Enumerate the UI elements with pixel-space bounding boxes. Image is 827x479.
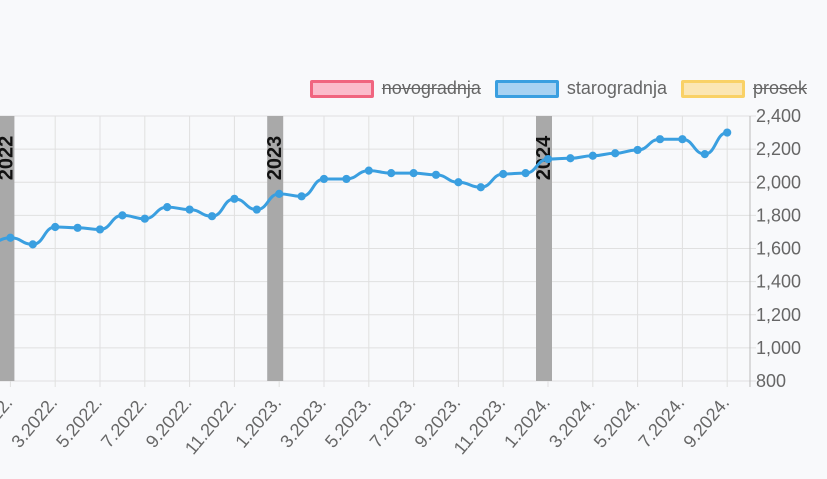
legend-swatch [494,79,559,98]
legend-swatch [680,79,745,98]
year-marker-label: 2024 [533,135,555,180]
legend: novogradnja starogradnja prosek [309,78,807,99]
legend-label: novogradnja [381,78,481,98]
legend-item-starogradnja[interactable]: starogradnja [494,78,667,99]
data-point[interactable] [723,128,732,137]
x-tick-label: 5.2023. [321,393,375,452]
y-tick-label: 1,400 [756,272,801,292]
x-tick-label: 5.2024. [590,393,644,452]
data-point[interactable] [140,214,149,223]
legend-item-novogradnja[interactable]: novogradnja [309,78,481,99]
y-tick-label: 1,200 [756,305,801,325]
x-tick-label: 1.2024. [500,393,554,452]
data-point[interactable] [342,174,351,184]
x-tick-label: 9.2024. [679,393,733,452]
data-point[interactable] [566,154,575,163]
data-point[interactable] [319,174,329,184]
y-tick-label: 1,800 [756,205,801,225]
data-point[interactable] [51,222,60,232]
data-point[interactable] [252,205,261,214]
series-line-starogradnja [0,131,728,246]
x-tick-label: 3.2023. [276,393,330,452]
y-tick-label: 2,200 [756,139,801,159]
data-point[interactable] [409,169,418,178]
y-tick-label: 800 [756,371,786,391]
y-axis: 2,400 2,200 2,000 1,800 1,600 1,400 1,200 1,000… [749,106,801,391]
series-layer [0,128,732,249]
data-point[interactable] [543,154,553,164]
x-tick-label: 1.2023. [231,393,285,452]
legend-item-prosek[interactable]: prosek [680,78,807,99]
data-point[interactable] [499,169,508,179]
data-point[interactable] [73,223,82,232]
data-point[interactable] [454,178,463,187]
data-point[interactable] [207,212,217,221]
x-tick-label: 7.2022. [97,393,151,452]
grid-lines [0,115,756,387]
data-point[interactable] [28,240,37,249]
data-point[interactable] [275,189,284,198]
data-point[interactable] [185,205,194,214]
data-point[interactable] [230,194,239,203]
y-tick-label: 1,000 [756,338,801,358]
data-point[interactable] [431,170,441,179]
data-point[interactable] [700,149,709,159]
x-tick-label: 7.2023. [366,393,420,452]
x-tick-label: 5.2022. [52,393,106,452]
x-tick-label: 3.2022. [7,393,61,452]
data-point[interactable] [476,183,485,192]
x-tick-label: 7.2024. [635,393,689,452]
y-tick-label: 2,000 [756,172,801,192]
data-point[interactable] [297,192,306,201]
data-point[interactable] [611,149,620,158]
data-point[interactable] [678,135,687,144]
data-point[interactable] [364,166,373,175]
year-markers: 2022 2023 2024 [0,116,555,381]
data-point[interactable] [387,169,396,178]
data-point[interactable] [118,211,127,220]
data-point[interactable] [588,151,597,160]
y-tick-label: 2,400 [756,106,801,126]
legend-swatch [309,79,374,98]
year-marker-band [0,116,15,381]
data-point[interactable] [655,135,665,144]
data-point[interactable] [163,202,172,212]
data-point[interactable] [633,145,642,155]
legend-label: starogradnja [566,78,667,98]
y-tick-label: 1,600 [756,239,801,259]
legend-label: prosek [752,78,807,98]
data-point[interactable] [521,169,530,178]
year-marker-band [536,116,552,381]
data-point[interactable] [95,225,105,234]
year-marker-band [267,116,284,381]
year-marker-label: 2023 [264,136,286,181]
x-tick-label: 3.2024. [545,393,599,452]
year-marker-label: 2022 [0,136,17,181]
x-axis-tick-labels: 1.2022.3.2022.5.2022.7.2022.9.2022.11.20… [0,393,733,459]
data-point[interactable] [6,233,15,242]
